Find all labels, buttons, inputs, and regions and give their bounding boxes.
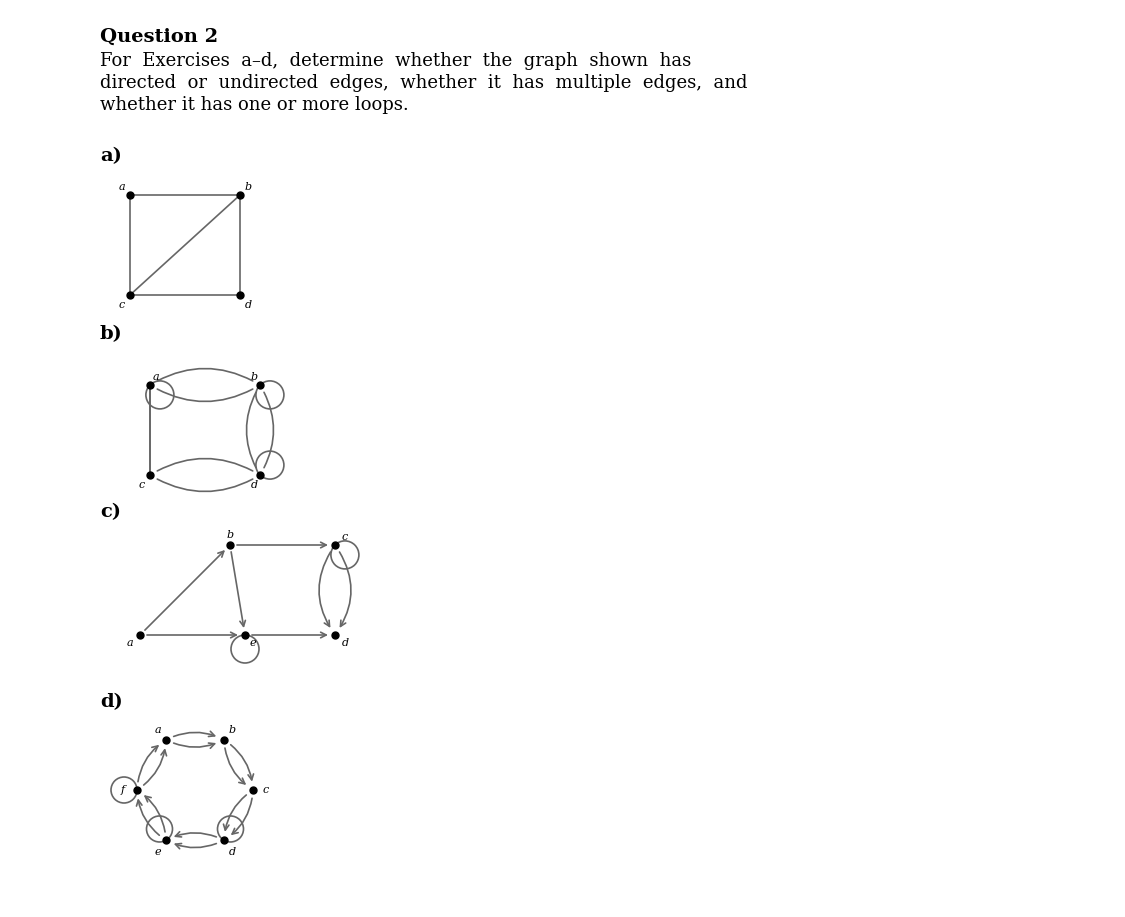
FancyArrowPatch shape: [340, 552, 351, 626]
FancyArrowPatch shape: [173, 731, 215, 736]
Text: a: a: [155, 724, 161, 735]
Text: d: d: [228, 847, 235, 857]
FancyArrowPatch shape: [224, 795, 246, 830]
Text: b): b): [100, 325, 123, 343]
Text: directed  or  undirected  edges,  whether  it  has  multiple  edges,  and: directed or undirected edges, whether it…: [100, 74, 747, 92]
FancyArrowPatch shape: [225, 748, 245, 784]
FancyArrowPatch shape: [145, 796, 165, 832]
FancyArrowPatch shape: [232, 799, 252, 834]
Text: f: f: [122, 785, 125, 795]
FancyArrowPatch shape: [158, 369, 253, 381]
Text: e: e: [250, 638, 256, 648]
Text: a): a): [100, 147, 122, 165]
FancyArrowPatch shape: [173, 743, 215, 748]
Text: d: d: [244, 300, 252, 310]
Text: a: a: [127, 638, 134, 648]
Text: Question 2: Question 2: [100, 28, 218, 46]
Text: whether it has one or more loops.: whether it has one or more loops.: [100, 96, 408, 114]
Text: c): c): [100, 503, 122, 521]
Text: e: e: [155, 847, 161, 857]
Text: c: c: [263, 785, 269, 795]
Text: d: d: [251, 480, 258, 490]
FancyArrowPatch shape: [231, 745, 253, 779]
Text: a: a: [153, 372, 160, 382]
FancyArrowPatch shape: [138, 746, 158, 781]
Text: c: c: [342, 532, 348, 542]
Text: b: b: [226, 530, 234, 540]
FancyArrowPatch shape: [246, 392, 256, 468]
Text: b: b: [244, 182, 252, 192]
FancyArrowPatch shape: [158, 389, 253, 402]
FancyArrowPatch shape: [136, 801, 160, 835]
FancyArrowPatch shape: [176, 832, 216, 837]
FancyArrowPatch shape: [158, 479, 253, 492]
Text: a: a: [119, 182, 125, 192]
FancyArrowPatch shape: [176, 844, 216, 849]
Text: d: d: [342, 638, 349, 648]
Text: b: b: [228, 724, 235, 735]
FancyArrowPatch shape: [144, 750, 166, 785]
Text: For  Exercises  a–d,  determine  whether  the  graph  shown  has: For Exercises a–d, determine whether the…: [100, 52, 691, 70]
FancyArrowPatch shape: [158, 458, 253, 471]
Text: c: c: [119, 300, 125, 310]
FancyArrowPatch shape: [319, 552, 331, 626]
FancyArrowPatch shape: [264, 392, 273, 468]
Text: c: c: [138, 480, 145, 490]
Text: d): d): [100, 693, 123, 711]
Text: b: b: [251, 372, 258, 382]
